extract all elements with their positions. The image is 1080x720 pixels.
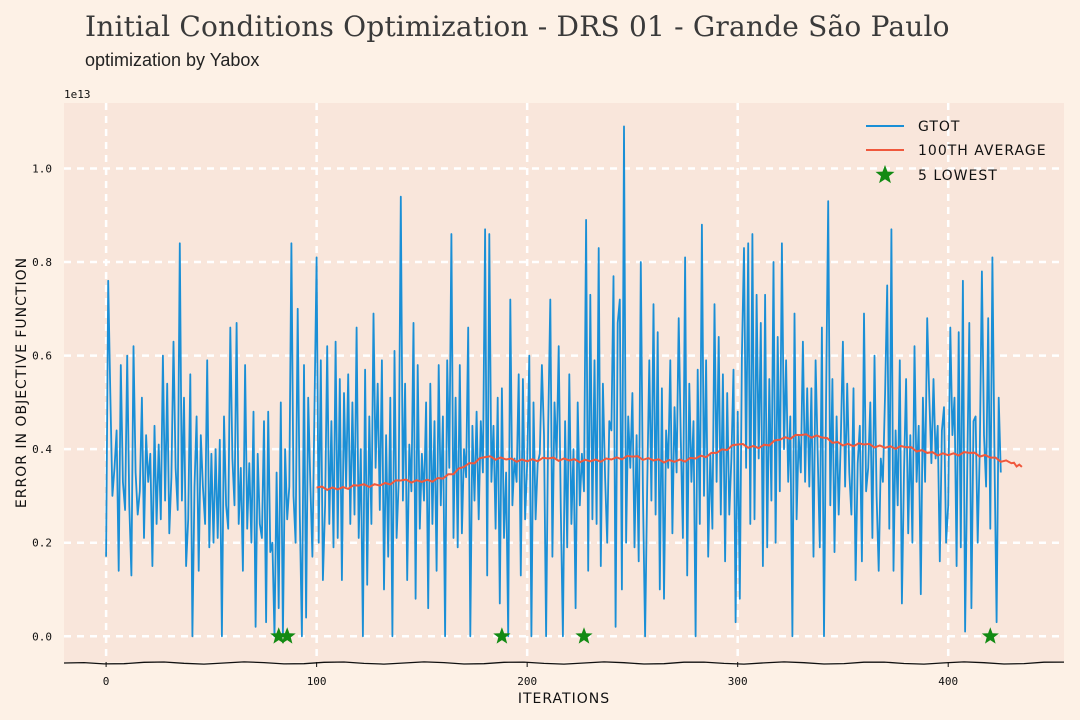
- y-ticks: 0.0 0.2 0.4 0.6 0.8 1.0: [32, 162, 52, 643]
- series-average-line: [316, 433, 1023, 492]
- series-gtot-line: [105, 125, 1002, 638]
- y-offset-label: 1e13: [64, 88, 91, 101]
- y-tick-label: 0.8: [32, 256, 52, 269]
- x-axis-label: ITERATIONS: [518, 691, 610, 707]
- y-axis-label: ERROR IN OBJECTIVE FUNCTION: [14, 257, 30, 508]
- y-tick-label: 0.6: [32, 350, 52, 363]
- x-tick-label: 300: [728, 675, 748, 688]
- lowest-star-marker: [981, 627, 999, 644]
- lowest-markers: [270, 627, 999, 644]
- x-ticks: 0 100 200 300 400: [103, 662, 958, 688]
- x-axis: [63, 661, 1065, 665]
- legend-label-lowest: 5 LOWEST: [918, 168, 998, 184]
- series-layer: [105, 125, 1023, 638]
- legend-label-average: 100TH AVERAGE: [918, 143, 1047, 159]
- lowest-star-marker: [278, 627, 296, 644]
- x-axis-spine: [63, 661, 1065, 665]
- chart-title: Initial Conditions Optimization - DRS 01…: [85, 10, 950, 43]
- chart-subtitle: optimization by Yabox: [85, 50, 260, 70]
- lowest-star-marker: [493, 627, 511, 644]
- legend-star-icon: [875, 165, 895, 184]
- y-tick-label: 0.0: [32, 630, 52, 643]
- y-tick-label: 0.4: [32, 443, 52, 456]
- x-tick-label: 100: [307, 675, 327, 688]
- lowest-star-marker: [270, 627, 288, 644]
- x-tick-label: 200: [517, 675, 537, 688]
- legend-label-gtot: GTOT: [918, 119, 960, 135]
- legend: GTOT 100TH AVERAGE 5 LOWEST: [866, 119, 1047, 184]
- x-tick-label: 0: [103, 675, 110, 688]
- y-tick-label: 0.2: [32, 537, 52, 550]
- lowest-star-marker: [575, 627, 593, 644]
- y-tick-label: 1.0: [32, 162, 52, 175]
- x-tick-label: 400: [938, 675, 958, 688]
